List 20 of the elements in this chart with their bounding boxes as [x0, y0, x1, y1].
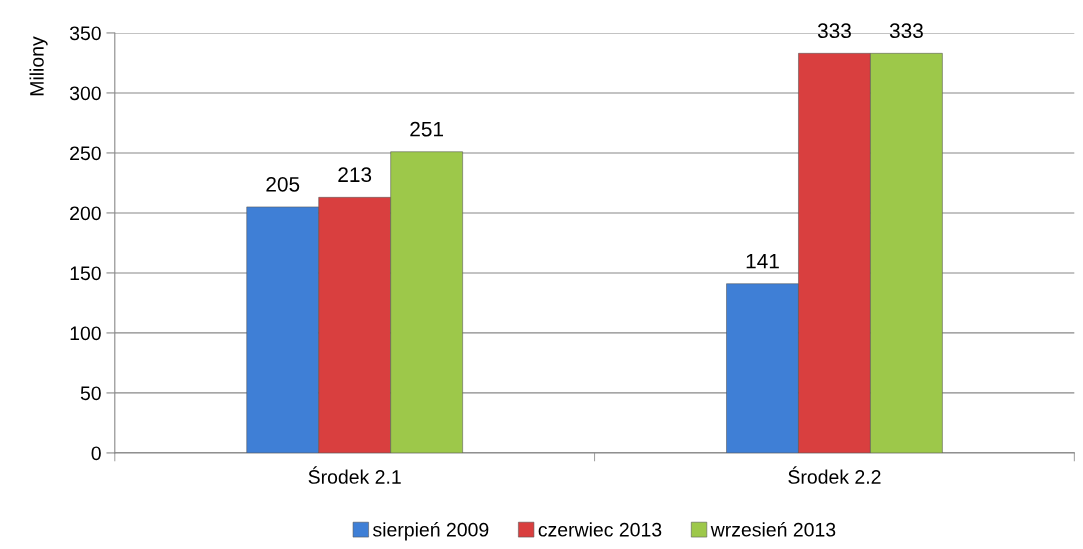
legend-label: wrzesień 2013 — [710, 522, 836, 537]
legend-label: czerwiec 2013 — [538, 522, 662, 537]
y-tick-label: 200 — [70, 206, 101, 221]
x-tick-label: Środek 2.1 — [308, 466, 401, 484]
y-tick-label: 350 — [69, 26, 101, 41]
y-tick-label: 50 — [80, 386, 101, 401]
data-label: 333 — [817, 23, 851, 39]
data-label: 251 — [410, 121, 444, 137]
y-tick-label: 100 — [70, 326, 101, 341]
y-tick-label: 0 — [91, 446, 101, 461]
y-tick-label: 250 — [70, 146, 101, 161]
data-label: 333 — [889, 23, 923, 39]
data-label: 141 — [746, 253, 779, 269]
data-label: 213 — [338, 167, 372, 183]
y-tick-label: 300 — [69, 86, 101, 101]
data-label: 205 — [266, 176, 300, 192]
x-tick-label: Środek 2.2 — [788, 466, 881, 484]
legend-label: sierpień 2009 — [373, 522, 489, 541]
y-tick-label: 150 — [70, 266, 101, 281]
y-axis-title: Miliony — [29, 36, 48, 96]
